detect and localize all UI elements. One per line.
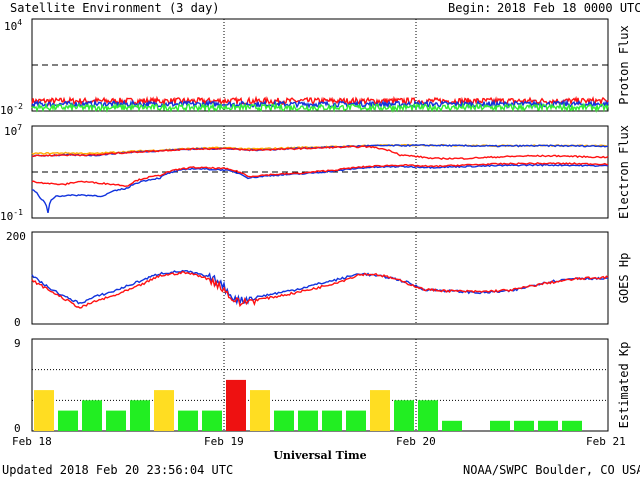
kp-bar bbox=[346, 410, 366, 431]
kp-bar bbox=[370, 390, 390, 431]
kp-bar bbox=[226, 379, 246, 431]
hp-ytick-top: 200 bbox=[6, 230, 26, 243]
kp-bar bbox=[394, 400, 414, 431]
kp-bar bbox=[202, 410, 222, 431]
hp-series-red-line bbox=[31, 270, 609, 309]
kp-ylabel: Estimated Kp bbox=[617, 342, 631, 429]
kp-bar bbox=[250, 390, 270, 431]
kp-bar bbox=[442, 420, 462, 431]
begin-value: 2018 Feb 18 0000 UTC bbox=[497, 1, 640, 15]
kp-bar bbox=[418, 400, 438, 431]
updated-timestamp: Updated 2018 Feb 20 23:56:04 UTC bbox=[2, 463, 233, 477]
electron-series-1-line bbox=[31, 143, 609, 158]
kp-bar bbox=[34, 390, 54, 431]
proton-ytick-bottom: 10-2 bbox=[0, 102, 23, 117]
begin-label: Begin: bbox=[448, 1, 491, 15]
kp-bar bbox=[178, 410, 198, 431]
kp-bar bbox=[58, 410, 78, 431]
kp-bar bbox=[130, 400, 150, 431]
electron-series-4-line bbox=[31, 162, 608, 188]
kp-bar bbox=[562, 420, 582, 431]
proton-flux-plot bbox=[31, 19, 609, 114]
electron-flux-plot bbox=[31, 126, 609, 218]
kp-ytick-top: 9 bbox=[14, 337, 21, 350]
proton-panel-frame bbox=[31, 18, 609, 112]
electron-ylabel: Electron Flux bbox=[617, 125, 631, 219]
kp-ytick-bottom: 0 bbox=[14, 422, 21, 435]
kp-bar bbox=[490, 420, 510, 431]
x-axis-label: Universal Time bbox=[273, 449, 366, 462]
kp-bar bbox=[106, 410, 126, 431]
kp-bar bbox=[538, 420, 558, 431]
xtick-feb20: Feb 20 bbox=[396, 435, 436, 448]
credit-text: NOAA/SWPC Boulder, CO USA bbox=[463, 463, 640, 477]
kp-bar bbox=[154, 390, 174, 431]
proton-ytick-top: 104 bbox=[4, 18, 22, 33]
kp-bar bbox=[514, 420, 534, 431]
kp-bar bbox=[274, 410, 294, 431]
kp-bar bbox=[82, 400, 102, 431]
kp-bar bbox=[298, 410, 318, 431]
hp-ytick-bottom: 0 bbox=[14, 316, 21, 329]
goes-hp-plot bbox=[31, 232, 609, 324]
kp-bar bbox=[322, 410, 342, 431]
kp-bar-plot bbox=[32, 339, 608, 431]
electron-series-2-line bbox=[31, 145, 609, 161]
hp-ylabel: GOES Hp bbox=[617, 253, 631, 304]
electron-ytick-top: 107 bbox=[4, 123, 22, 138]
kp-panel-frame bbox=[31, 338, 609, 432]
electron-series-3-line bbox=[31, 163, 609, 214]
electron-ytick-bottom: 10-1 bbox=[0, 208, 23, 223]
xtick-feb19: Feb 19 bbox=[204, 435, 244, 448]
proton-series-green-line bbox=[31, 101, 609, 114]
proton-ylabel: Proton Flux bbox=[617, 25, 631, 104]
xtick-feb21: Feb 21 bbox=[586, 435, 626, 448]
figure-title: Satellite Environment (3 day) bbox=[10, 1, 220, 15]
hp-panel-frame bbox=[31, 231, 609, 325]
xtick-feb18: Feb 18 bbox=[12, 435, 52, 448]
